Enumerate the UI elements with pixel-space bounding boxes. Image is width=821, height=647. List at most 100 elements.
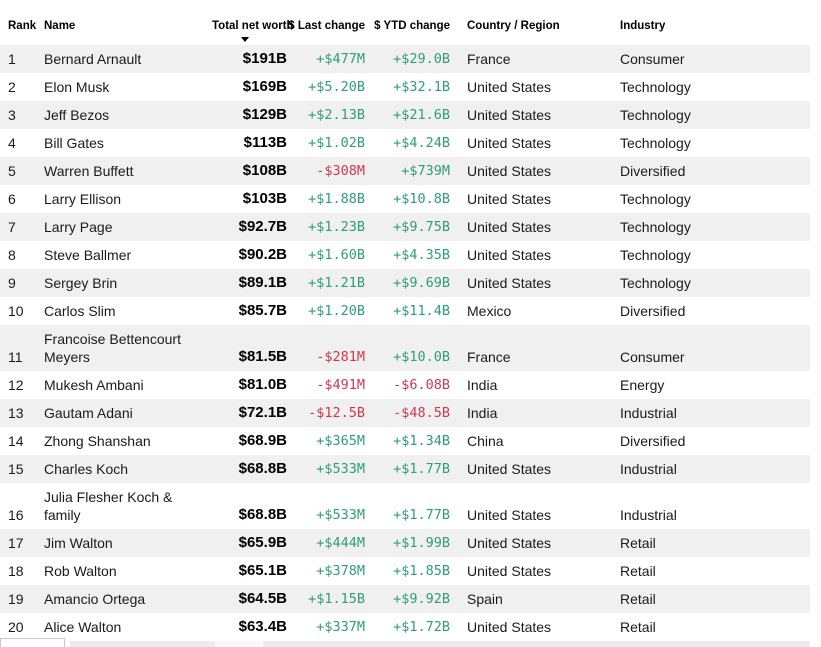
table-header: Rank Name Total net worth $ Last change …: [0, 0, 810, 45]
cell-rank: 13: [0, 399, 44, 427]
table-row[interactable]: 6 Larry Ellison $103B +$1.88B +$10.8B United …: [0, 185, 810, 213]
cell-industry: Energy: [620, 377, 665, 393]
cell-industry: Technology: [620, 135, 691, 151]
cell-industry: Technology: [617, 101, 810, 129]
cell-name: Carlos Slim: [44, 303, 116, 319]
table-row[interactable]: 5 Warren Buffett $108B -$308M +$739M United S…: [0, 157, 810, 185]
cell-country: India: [467, 377, 498, 393]
cell-last-change: +$337M: [316, 619, 365, 635]
cell-country: United States: [467, 247, 552, 263]
cell-ytd-change: +$11.4B: [393, 303, 450, 319]
cell-net-worth: $81.0B: [238, 376, 287, 393]
cell-name: Francoise Bettencourt Meyers: [44, 325, 212, 371]
cell-industry: Diversified: [617, 157, 810, 185]
table-row[interactable]: 18 Rob Walton $65.1B +$378M +$1.85B United St…: [0, 557, 810, 585]
cell-country: United States: [450, 157, 617, 185]
cell-name: Gautam Adani: [44, 399, 212, 427]
cell-country: United States: [467, 191, 552, 207]
column-header-name[interactable]: Name: [44, 20, 76, 32]
column-header-ytd-change[interactable]: $ YTD change: [374, 20, 450, 32]
cell-industry: Technology: [620, 191, 691, 207]
table-row[interactable]: 2 Elon Musk $169B +$5.20B +$32.1B United Stat…: [0, 73, 810, 101]
sort-descending-icon: [241, 37, 249, 42]
cell-last-change: +$1.20B: [308, 303, 365, 319]
cell-ytd-change: +$1.77B: [365, 455, 450, 483]
partial-row-21: [0, 641, 821, 647]
table-row[interactable]: 9 Sergey Brin $89.1B +$1.21B +$9.69B United S…: [0, 269, 810, 297]
column-header-rank[interactable]: Rank: [8, 20, 37, 32]
cell-name: Bill Gates: [44, 135, 104, 151]
table-row[interactable]: 11 Francoise Bettencourt Meyers $81.5B -$28…: [0, 325, 810, 371]
billionaires-table-body: 1 Bernard Arnault $191B +$477M +$29.0B France…: [0, 45, 810, 641]
cell-industry: Diversified: [620, 303, 686, 319]
table-row[interactable]: 20 Alice Walton $63.4B +$337M +$1.72B United …: [0, 613, 810, 641]
cell-name: Larry Ellison: [44, 191, 122, 207]
cell-industry: Technology: [620, 79, 691, 95]
cell-last-change: +$1.88B: [308, 191, 365, 207]
cell-rank: 20: [8, 619, 24, 635]
cell-rank: 2: [8, 79, 16, 95]
table-row[interactable]: 8 Steve Ballmer $90.2B +$1.60B +$4.35B United…: [0, 241, 810, 269]
cell-rank: 4: [8, 135, 16, 151]
cell-rank: 18: [8, 563, 24, 579]
cell-rank: 15: [0, 455, 44, 483]
table-row[interactable]: 19 Amancio Ortega $64.5B +$1.15B +$9.92B Spai…: [0, 585, 810, 613]
cell-ytd-change: +$4.35B: [393, 247, 450, 263]
cell-industry: Retail: [620, 563, 656, 579]
table-row[interactable]: 15 Charles Koch $68.8B +$533M +$1.77B United …: [0, 455, 810, 483]
partial-row-21-segment: [215, 641, 263, 647]
cell-net-worth: $81.5B: [212, 325, 287, 371]
table-row[interactable]: 16 Julia Flesher Koch & family $68.8B +$533…: [0, 483, 810, 529]
cell-name: Jim Walton: [44, 529, 212, 557]
table-row[interactable]: 14 Zhong Shanshan $68.9B +$365M +$1.34B China…: [0, 427, 810, 455]
table-row[interactable]: 4 Bill Gates $113B +$1.02B +$4.24B United Sta…: [0, 129, 810, 157]
cell-last-change: +$477M: [287, 45, 365, 73]
cell-country: China: [467, 433, 504, 449]
table-row[interactable]: 12 Mukesh Ambani $81.0B -$491M -$6.08B India E…: [0, 371, 810, 399]
cell-net-worth: $89.1B: [212, 269, 287, 297]
cell-name: Alice Walton: [44, 619, 122, 635]
column-header-net-worth[interactable]: Total net worth: [212, 0, 294, 45]
cell-name: Julia Flesher Koch & family: [44, 489, 173, 523]
cell-net-worth: $68.8B: [238, 506, 287, 523]
cell-name: Jeff Bezos: [44, 101, 212, 129]
cell-country: United States: [450, 101, 617, 129]
cell-rank: 7: [0, 213, 44, 241]
cell-ytd-change: -$48.5B: [365, 399, 450, 427]
table-row[interactable]: 7 Larry Page $92.7B +$1.23B +$9.75B United St…: [0, 213, 810, 241]
cell-country: United States: [467, 507, 552, 523]
cell-country: Mexico: [467, 303, 512, 319]
cell-net-worth: $65.9B: [212, 529, 287, 557]
cell-last-change: +$1.02B: [308, 135, 365, 151]
cell-industry: Industrial: [620, 507, 677, 523]
cell-ytd-change: +$10.8B: [393, 191, 450, 207]
cell-rank: 19: [0, 585, 44, 613]
cell-country: United States: [450, 213, 617, 241]
cell-industry: Industrial: [617, 455, 810, 483]
cell-net-worth: $65.1B: [238, 562, 287, 579]
cell-country: United States: [467, 135, 552, 151]
cell-name: Amancio Ortega: [44, 585, 212, 613]
column-header-last-change[interactable]: $ Last change: [288, 20, 365, 32]
table-row[interactable]: 13 Gautam Adani $72.1B -$12.5B -$48.5B India I…: [0, 399, 810, 427]
cell-rank: 8: [8, 247, 16, 263]
cell-net-worth: $103B: [242, 190, 287, 207]
table-row[interactable]: 17 Jim Walton $65.9B +$444M +$1.99B United St…: [0, 529, 810, 557]
column-header-industry[interactable]: Industry: [620, 20, 666, 32]
cell-ytd-change: +$1.77B: [393, 507, 450, 523]
table-row[interactable]: 10 Carlos Slim $85.7B +$1.20B +$11.4B Mexico D…: [0, 297, 810, 325]
cell-net-worth: $191B: [212, 45, 287, 73]
cell-country: Spain: [450, 585, 617, 613]
cell-name: Bernard Arnault: [44, 45, 212, 73]
cell-net-worth: $169B: [242, 78, 287, 95]
cell-last-change: +$1.23B: [287, 213, 365, 241]
cell-industry: Diversified: [620, 433, 686, 449]
cell-last-change: +$2.13B: [287, 101, 365, 129]
cell-last-change: +$533M: [316, 507, 365, 523]
cell-country: United States: [450, 269, 617, 297]
cell-ytd-change: +$9.92B: [365, 585, 450, 613]
table-row[interactable]: 1 Bernard Arnault $191B +$477M +$29.0B France…: [0, 45, 810, 73]
cell-net-worth: $68.9B: [238, 432, 287, 449]
column-header-country-region[interactable]: Country / Region: [467, 20, 560, 32]
table-row[interactable]: 3 Jeff Bezos $129B +$2.13B +$21.6B United Sta…: [0, 101, 810, 129]
